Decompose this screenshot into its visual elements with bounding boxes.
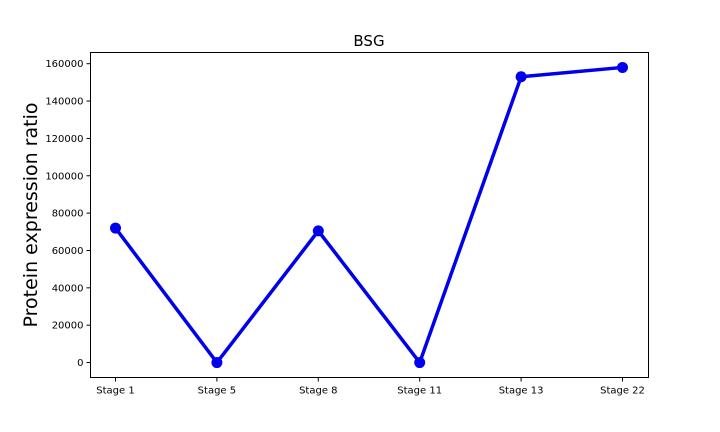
y-tick-label: 120000 bbox=[45, 134, 83, 145]
series-group bbox=[110, 61, 628, 369]
plot-frame bbox=[90, 52, 649, 378]
y-tick-label: 60000 bbox=[52, 246, 84, 257]
data-point bbox=[211, 357, 223, 369]
x-tick-label: Stage 5 bbox=[198, 386, 236, 397]
series-line bbox=[113, 65, 625, 365]
y-tick-label: 40000 bbox=[52, 283, 84, 294]
x-tick-label: Stage 8 bbox=[299, 386, 337, 397]
data-point bbox=[617, 61, 628, 73]
x-tick-label: Stage 11 bbox=[397, 386, 442, 397]
chart-title: BSG bbox=[353, 32, 384, 50]
data-point bbox=[110, 222, 121, 234]
y-tick-label: 140000 bbox=[45, 97, 83, 108]
x-tick-label: Stage 22 bbox=[600, 386, 645, 397]
y-tick-label: 80000 bbox=[52, 209, 84, 220]
y-tick-label: 0 bbox=[77, 358, 83, 369]
y-tick-label: 160000 bbox=[45, 59, 83, 70]
y-tick-label: 100000 bbox=[45, 171, 83, 182]
y-axis-ticks: 0 20000 40000 60000 80000 100000 120000 140000 1… bbox=[45, 59, 91, 369]
y-axis-label: Protein expression ratio bbox=[20, 103, 42, 328]
x-tick-label: Stage 1 bbox=[96, 386, 134, 397]
data-point bbox=[414, 357, 426, 369]
data-point bbox=[515, 71, 527, 83]
data-point bbox=[312, 225, 324, 237]
y-tick-label: 20000 bbox=[52, 321, 84, 332]
x-tick-label: Stage 13 bbox=[499, 386, 544, 397]
x-axis-ticks: Stage 1 Stage 5 Stage 8 Stage 11 Stage 13 Sta… bbox=[96, 377, 645, 397]
